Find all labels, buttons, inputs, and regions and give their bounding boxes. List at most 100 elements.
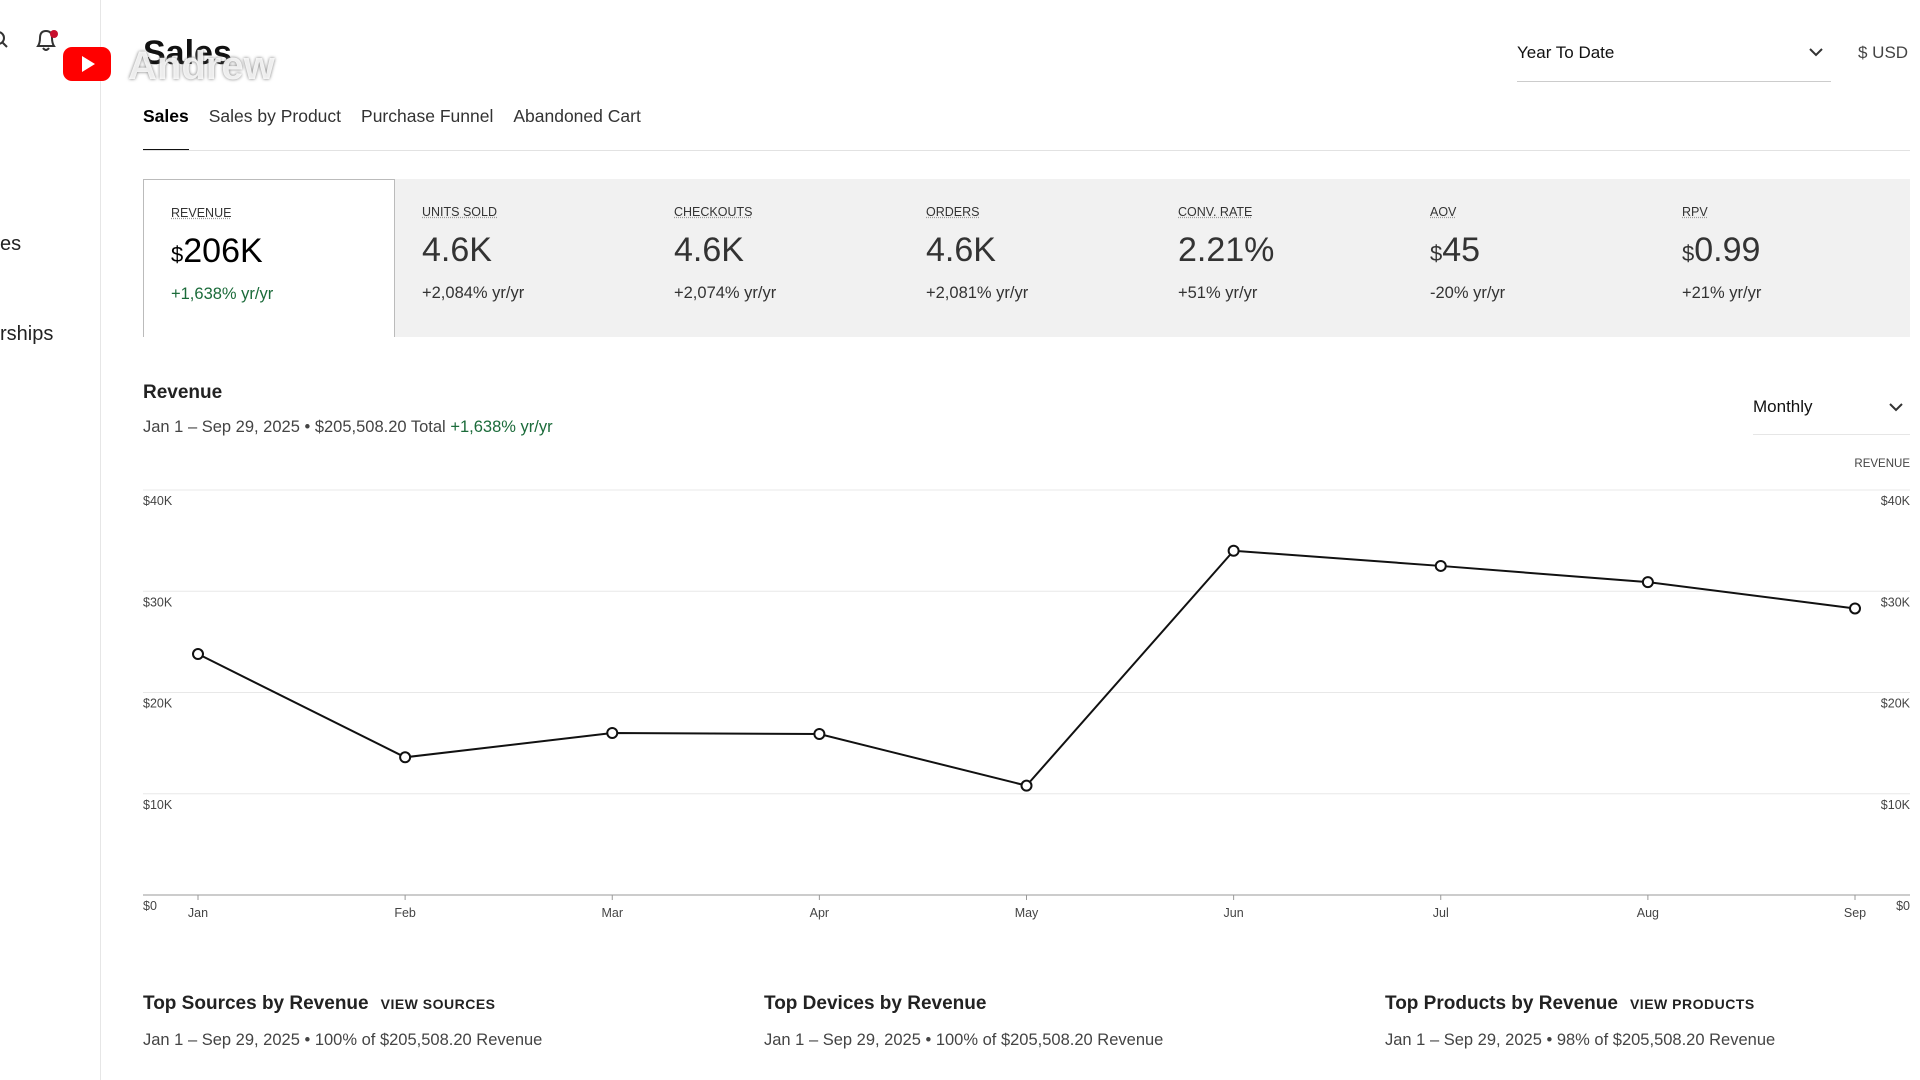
point [606, 727, 619, 739]
youtube-logo [63, 47, 111, 81]
tab[interactable]: Purchase Funnel [361, 106, 494, 126]
kpi-currency: $ [1682, 241, 1695, 266]
kpi-card[interactable]: RPV $0.99 +21% yr/yr [1655, 179, 1907, 337]
kpi-value: $0.99 [1682, 231, 1907, 270]
kpi-label: CONV. RATE [1178, 205, 1253, 219]
x-tick-label: Jun [1224, 906, 1244, 920]
subtitle-change: +1,638% yr/yr [450, 418, 553, 436]
kpi-number: 0.99 [1694, 231, 1761, 269]
kpi-change: -20% yr/yr [1430, 284, 1506, 302]
panel: Top Products by Revenue VIEW PRODUCTS Jan … [1385, 993, 1775, 1050]
x-tick-label: Sep [1844, 906, 1866, 920]
tab[interactable]: Abandoned Cart [513, 106, 641, 126]
panel-title: Top Products by Revenue [1385, 993, 1618, 1014]
point [192, 648, 204, 661]
panel: Top Devices by Revenue Jan 1 – Sep 29, 20… [764, 993, 1163, 1050]
chart-subtitle: Jan 1 – Sep 29, 2025 • $205,508.20 Total… [143, 418, 553, 437]
panel-header: Top Devices by Revenue [764, 993, 1163, 1015]
kpi-label: UNITS SOLD [422, 205, 498, 219]
x-tick-label: Jul [1433, 906, 1449, 920]
nav-item[interactable]: rships [0, 323, 54, 345]
kpi-label: ORDERS [926, 205, 980, 219]
x-tick-label: Jan [188, 906, 208, 920]
kpi-number: 4.6K [926, 231, 996, 269]
y-tick-label: $0 [143, 899, 157, 913]
x-tick-label: Aug [1637, 906, 1659, 920]
kpi-card[interactable]: AOV $45 -20% yr/yr [1403, 179, 1655, 337]
kpi-currency: $ [1430, 241, 1443, 266]
panel-link[interactable]: VIEW PRODUCTS [1629, 996, 1755, 1012]
kpi-card[interactable]: UNITS SOLD 4.6K +2,084% yr/yr [395, 179, 647, 337]
divider [143, 150, 1910, 151]
tab[interactable]: Sales by Product [208, 106, 342, 126]
chart-title: Revenue [143, 382, 223, 403]
kpi-value: 2.21% [1178, 231, 1403, 270]
panel-subtitle: Jan 1 – Sep 29, 2025 • 100% of $205,508.… [764, 1031, 1164, 1049]
kpi-change: +2,084% yr/yr [422, 284, 525, 302]
panel-title: Top Devices by Revenue [764, 993, 987, 1014]
watermark: Andrew [128, 44, 275, 88]
kpi-label: RPV [1682, 205, 1708, 219]
kpi-label: AOV [1430, 205, 1457, 219]
period-select[interactable]: Year To Date [1517, 43, 1615, 62]
kpi-number: 45 [1442, 231, 1481, 269]
kpi-card[interactable]: CONV. RATE 2.21% +51% yr/yr [1151, 179, 1403, 337]
x-tick-label: Mar [601, 906, 623, 920]
kpi-number: 4.6K [422, 231, 492, 269]
kpi-card[interactable]: ORDERS 4.6K +2,081% yr/yr [899, 179, 1151, 337]
line [197, 549, 1856, 787]
kpi-value: 4.6K [422, 231, 647, 270]
kpi-strip: REVENUE $206K +1,638% yr/yr UNITS SOLD 4.6K +… [143, 179, 1910, 337]
y2-tick-label: $20K [1881, 697, 1911, 711]
x-tick-label: Apr [810, 906, 829, 920]
kpi-value: 4.6K [926, 231, 1151, 270]
notification-icon[interactable] [32, 26, 62, 56]
kpi-change: +1,638% yr/yr [171, 285, 274, 303]
kpi-number: 206K [183, 232, 263, 270]
nav-item[interactable]: es [0, 233, 22, 255]
kpi-value: $206K [171, 232, 394, 271]
kpi-value: $45 [1430, 231, 1655, 270]
panel-link[interactable]: VIEW SOURCES [380, 996, 496, 1012]
chevron [1809, 48, 1823, 57]
subtitle-text: Jan 1 – Sep 29, 2025 • $205,508.20 Total [143, 418, 446, 436]
point [1020, 779, 1033, 792]
panel-subtitle: Jan 1 – Sep 29, 2025 • 98% of $205,508.2… [1385, 1031, 1776, 1049]
kpi-label: REVENUE [171, 206, 232, 220]
panel-subtitle: Jan 1 – Sep 29, 2025 • 100% of $205,508.… [143, 1031, 543, 1049]
y2-axis-title: REVENUE [1854, 458, 1910, 470]
currency: $ USD [1858, 43, 1909, 62]
x-tick-label: Feb [394, 906, 416, 920]
kpi-card[interactable]: CHECKOUTS 4.6K +2,074% yr/yr [647, 179, 899, 337]
y2-tick-label: $30K [1881, 595, 1911, 609]
chevron [1889, 403, 1903, 412]
interval-select[interactable]: Monthly [1753, 397, 1813, 416]
kpi-label: CHECKOUTS [674, 205, 753, 219]
y2-tick-label: $40K [1881, 494, 1911, 508]
y-tick-label: $40K [143, 494, 173, 508]
y2-tick-label: $10K [1881, 798, 1911, 812]
kpi-change: +51% yr/yr [1178, 284, 1258, 302]
kpi-change: +2,074% yr/yr [674, 284, 777, 302]
page-title: Sales [143, 34, 232, 72]
kpi-number: 4.6K [674, 231, 744, 269]
y-tick-label: $30K [143, 595, 173, 609]
kpi-change: +21% yr/yr [1682, 284, 1762, 302]
select-underline [1753, 434, 1910, 435]
kpi-card[interactable]: REVENUE $206K +1,638% yr/yr [143, 179, 395, 337]
kpi-change: +2,081% yr/yr [926, 284, 1029, 302]
y-tick-label: $10K [143, 798, 173, 812]
kpi-currency: $ [171, 242, 184, 267]
search-icon[interactable] [0, 30, 12, 50]
kpi-value: 4.6K [674, 231, 899, 270]
line-chart: REVENUE $0 $10K $20K $30K $40K $0 $10K $20K $30K… [143, 458, 1911, 920]
point [1227, 544, 1240, 557]
point [1434, 559, 1447, 572]
y-tick-label: $20K [143, 697, 173, 711]
select-underline [1517, 81, 1831, 82]
sidebar: es rships [0, 0, 101, 1080]
panel: Top Sources by Revenue VIEW SOURCES Jan 1 … [143, 993, 542, 1050]
panel-header: Top Products by Revenue VIEW PRODUCTS [1385, 993, 1775, 1015]
y2-tick-label: $0 [1896, 899, 1910, 913]
panel-header: Top Sources by Revenue VIEW SOURCES [143, 993, 542, 1015]
